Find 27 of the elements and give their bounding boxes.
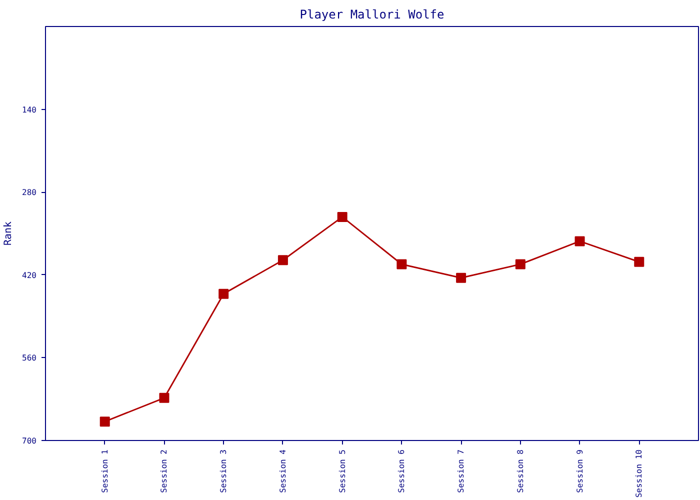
point bbox=[396, 259, 407, 270]
x-tick-label: Session 7 bbox=[456, 449, 466, 493]
point bbox=[278, 255, 288, 266]
y-tick-label: 700 bbox=[22, 436, 37, 446]
point bbox=[159, 392, 170, 403]
x-tick-label: Session 1 bbox=[100, 449, 110, 493]
y-tick-label: 140 bbox=[22, 105, 37, 114]
point bbox=[218, 288, 229, 299]
x-tick-label: Session 2 bbox=[160, 449, 169, 493]
x-tick-label: Session 5 bbox=[338, 449, 347, 493]
point bbox=[456, 272, 466, 283]
point bbox=[100, 416, 110, 427]
y-tick-label: 420 bbox=[22, 270, 37, 280]
point bbox=[634, 256, 644, 267]
point bbox=[515, 259, 526, 270]
x-tick-label: Session 10 bbox=[634, 449, 644, 498]
y-axis-title: Rank bbox=[3, 221, 14, 246]
x-tick-label: Session 4 bbox=[278, 449, 288, 493]
chart-title: Player Mallori Wolfe bbox=[300, 8, 444, 22]
point bbox=[574, 236, 585, 246]
y-tick-label: 280 bbox=[22, 188, 37, 198]
x-tick-label: Session 9 bbox=[575, 449, 584, 493]
x-tick-label: Session 3 bbox=[219, 449, 228, 493]
y-tick-label: 560 bbox=[22, 354, 37, 363]
x-tick-label: Session 6 bbox=[397, 449, 406, 493]
x-tick-label: Session 8 bbox=[516, 449, 525, 493]
point bbox=[337, 212, 348, 222]
